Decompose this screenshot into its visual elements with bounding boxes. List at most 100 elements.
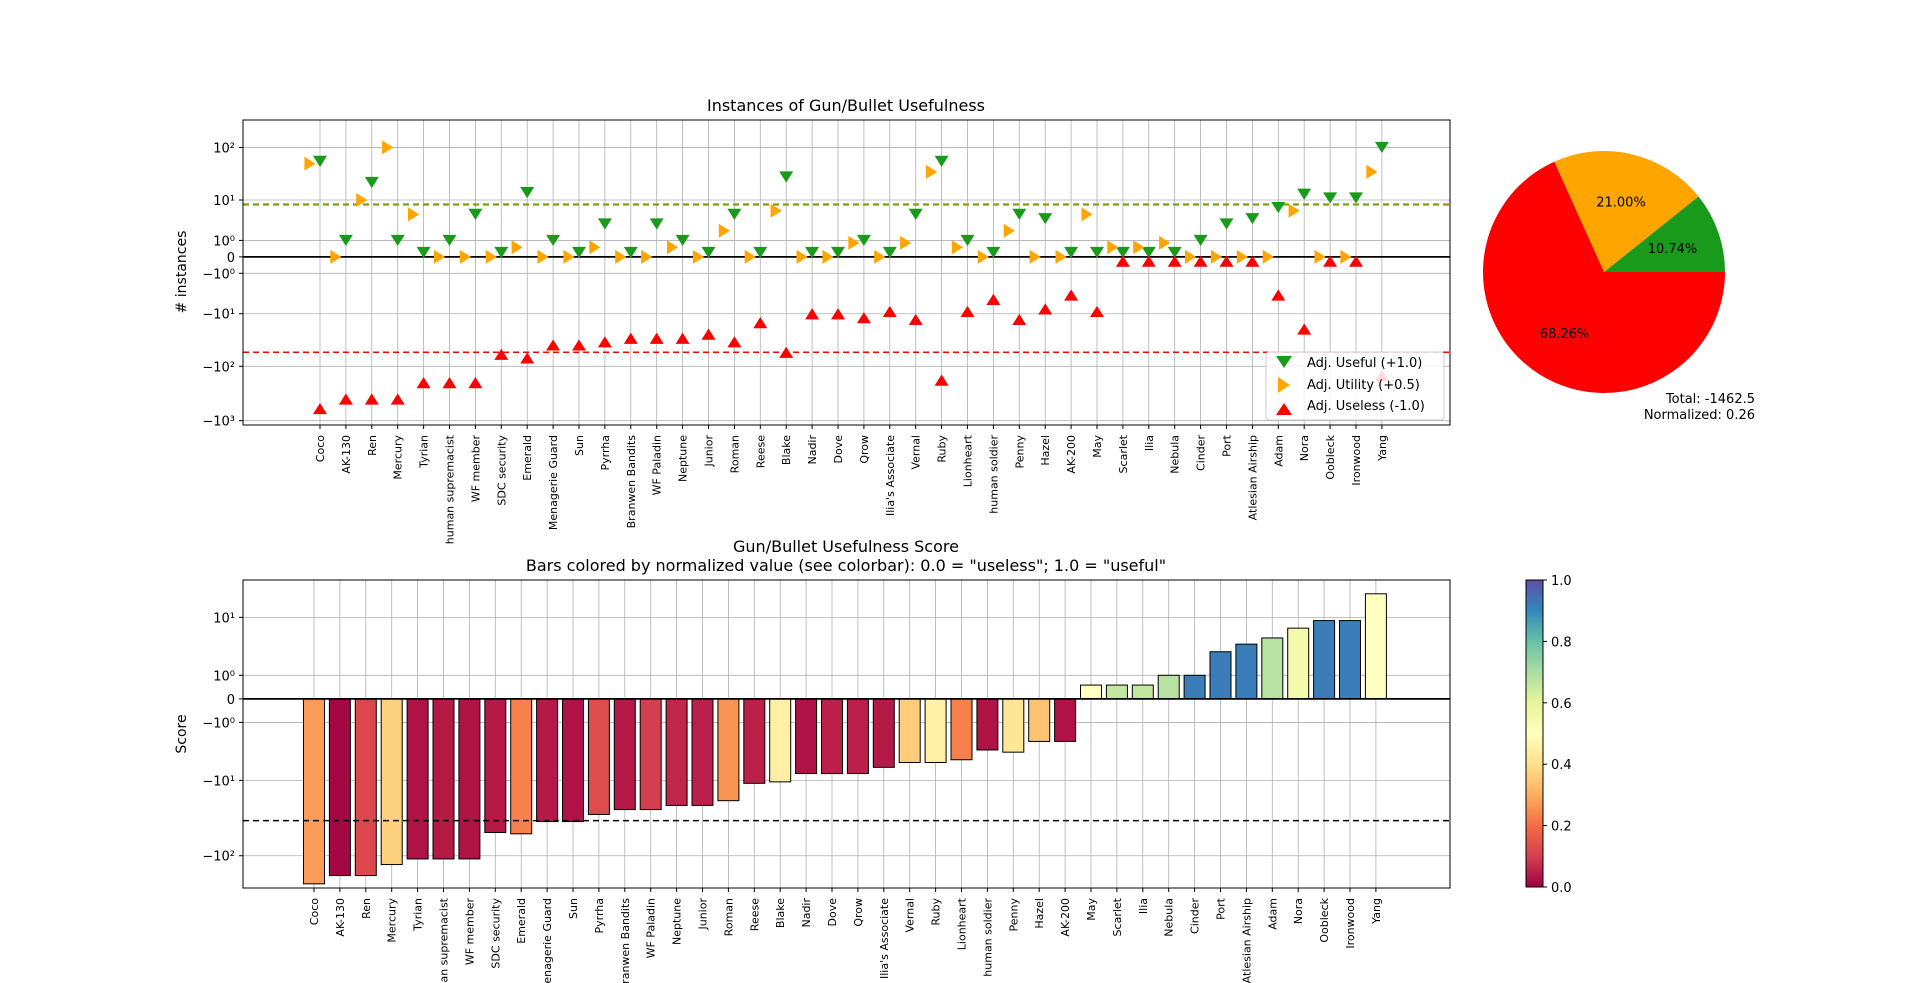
scatter-point bbox=[1115, 255, 1130, 267]
scatter-y-tick-label: 10² bbox=[213, 141, 235, 156]
pie-slice bbox=[1483, 161, 1725, 394]
scatter-point bbox=[856, 234, 871, 247]
bar-y-tick-label: 0 bbox=[227, 693, 235, 708]
scatter-x-tick-label: Mercury bbox=[392, 435, 405, 480]
bar-x-tick-label: Ilia bbox=[1137, 898, 1150, 914]
bar-x-tick-label: AK-200 bbox=[1059, 898, 1072, 937]
bar bbox=[1157, 674, 1180, 700]
colorbar-ticks: 0.0 0.2 0.4 0.6 0.8 1.0 bbox=[1543, 574, 1572, 896]
bar-x-tick-label: Sun bbox=[567, 898, 580, 919]
bar-x-tick-label: WF member bbox=[463, 898, 476, 966]
bar bbox=[821, 698, 843, 775]
bar-x-tick-label: Reese bbox=[748, 898, 761, 931]
scatter-point bbox=[338, 234, 353, 247]
scatter-point bbox=[986, 246, 1001, 259]
scatter-point bbox=[459, 249, 471, 264]
scatter-point bbox=[1271, 201, 1286, 214]
scatter-point bbox=[1167, 246, 1182, 259]
scatter-point bbox=[416, 246, 431, 259]
scatter-point bbox=[934, 374, 949, 386]
scatter-point bbox=[831, 308, 845, 320]
bar bbox=[1028, 698, 1051, 742]
scatter-point bbox=[1262, 249, 1274, 264]
scatter-x-tick-label: Nadir bbox=[806, 435, 819, 465]
scatter-point bbox=[442, 377, 457, 389]
scatter-x-tick-label: human soldier bbox=[987, 435, 1000, 514]
scatter-point bbox=[1245, 255, 1260, 267]
bar-reference-lines bbox=[243, 697, 1450, 822]
bar bbox=[303, 698, 325, 885]
pie-label-useful: 10.74% bbox=[1648, 242, 1698, 257]
scatter-point bbox=[1167, 255, 1182, 267]
scatter-point bbox=[1193, 234, 1208, 247]
legend-useless-label: Adj. Useless (-1.0) bbox=[1307, 399, 1425, 414]
scatter-plot-frame bbox=[242, 119, 1451, 426]
bar-x-tick-label: Hazel bbox=[1033, 898, 1046, 929]
scatter-x-tick-label: Adam bbox=[1272, 435, 1285, 467]
scatter-point bbox=[520, 187, 535, 199]
scatter-x-tick-label: Pyrrha bbox=[599, 435, 612, 471]
scatter-point bbox=[641, 249, 653, 264]
scatter-point bbox=[572, 339, 586, 351]
bar bbox=[743, 698, 766, 784]
bar bbox=[691, 698, 714, 806]
scatter-x-tick-label: Nora bbox=[1298, 435, 1311, 461]
bar bbox=[665, 698, 688, 806]
scatter-point bbox=[1297, 188, 1312, 200]
scatter-x-tick-label: AK-130 bbox=[340, 435, 353, 474]
scatter-point bbox=[1193, 255, 1208, 267]
scatter-point bbox=[1090, 246, 1104, 259]
scatter-point bbox=[1288, 203, 1300, 218]
scatter-point bbox=[822, 249, 834, 264]
scatter-x-tick-label: Menagerie Guard bbox=[547, 435, 560, 530]
scatter-point bbox=[468, 377, 483, 389]
scatter-x-tick-label: human supremacist bbox=[444, 434, 457, 544]
legend-useful-marker-icon bbox=[1276, 356, 1292, 368]
legend-useful-label: Adj. Useful (+1.0) bbox=[1307, 356, 1422, 371]
scatter-x-tick-label: Ruby bbox=[936, 435, 949, 463]
pie-label-utility: 21.00% bbox=[1596, 195, 1646, 210]
scatter-point bbox=[382, 140, 394, 155]
scatter-point bbox=[951, 240, 964, 255]
bar bbox=[1261, 637, 1284, 700]
scatter-point bbox=[701, 246, 716, 259]
bar-x-tick-label: Mercury bbox=[386, 898, 399, 943]
bar-x-tick-label: Roman bbox=[722, 898, 735, 936]
scatter-point bbox=[364, 393, 379, 405]
bar-x-tick-label: Atlesian Airship bbox=[1240, 898, 1253, 983]
scatter-point bbox=[874, 249, 886, 264]
bar bbox=[354, 698, 377, 877]
bar-y-tick-label: 10⁰ bbox=[213, 669, 235, 684]
scatter-x-axis: Coco AK-130 Ren Mercury Tyrian human supremac… bbox=[314, 425, 1389, 544]
pie-normalized-annotation: Normalized: 0.26 bbox=[1644, 408, 1755, 423]
scatter-point bbox=[753, 246, 768, 259]
scatter-point bbox=[977, 249, 989, 264]
scatter-point bbox=[926, 164, 938, 179]
scatter-point bbox=[1314, 249, 1326, 264]
scatter-point bbox=[597, 336, 612, 348]
scatter-x-tick-label: Port bbox=[1221, 434, 1234, 456]
scatter-point bbox=[701, 328, 716, 340]
scatter-point bbox=[1141, 246, 1156, 259]
scatter-point bbox=[831, 246, 845, 259]
scatter-x-tick-label: Blake bbox=[780, 435, 793, 465]
bar-x-tick-label: Oobleck bbox=[1318, 897, 1331, 942]
legend-box bbox=[1265, 351, 1445, 421]
bar bbox=[328, 698, 351, 877]
scatter-point bbox=[960, 305, 975, 318]
scatter-point bbox=[1236, 249, 1248, 264]
scatter-point bbox=[1185, 249, 1197, 264]
pie-total-annotation: Total: -1462.5 bbox=[1665, 392, 1755, 407]
bar-x-tick-label: Ruby bbox=[930, 898, 943, 926]
scatter-point bbox=[1349, 255, 1363, 267]
bar bbox=[587, 698, 610, 815]
scatter-x-tick-label: Reese bbox=[754, 435, 767, 468]
scatter-point bbox=[1159, 235, 1171, 250]
scatter-point bbox=[1038, 303, 1053, 315]
scatter-point bbox=[1297, 323, 1312, 335]
bar bbox=[1002, 698, 1025, 753]
scatter-point bbox=[986, 293, 1001, 305]
bar bbox=[613, 698, 636, 811]
scatter-point bbox=[390, 234, 405, 247]
scatter-title: Instances of Gun/Bullet Usefulness bbox=[707, 96, 985, 115]
